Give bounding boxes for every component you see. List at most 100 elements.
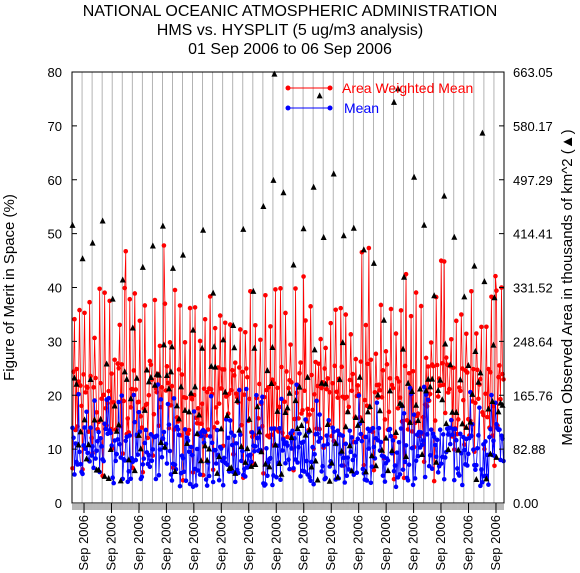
observed-area-point [228, 464, 235, 471]
mean-point [82, 425, 87, 430]
mean-point [286, 457, 291, 462]
area-weighted-mean-point [266, 385, 271, 390]
area-weighted-mean-point [458, 388, 463, 394]
mean-point [445, 432, 451, 437]
mean-point [411, 412, 417, 417]
area-weighted-mean-point [79, 403, 84, 409]
mean-point [388, 433, 394, 439]
mean-point [479, 467, 484, 472]
observed-area-point [477, 369, 484, 376]
mean-point [332, 469, 338, 475]
area-weighted-mean-point [425, 364, 431, 369]
mean-point [193, 483, 199, 488]
mean-point [142, 440, 148, 446]
mean-point [191, 409, 197, 414]
area-weighted-mean-point [98, 380, 103, 386]
mean-point [232, 479, 238, 485]
area-weighted-mean-point [189, 396, 195, 402]
mean-point [231, 433, 237, 439]
mean-point [460, 482, 465, 488]
area-weighted-mean-point [185, 431, 191, 437]
observed-area-point [455, 446, 462, 453]
mean-point [397, 472, 403, 477]
area-weighted-mean-point [273, 287, 278, 292]
area-weighted-mean-point [204, 389, 210, 395]
mean-point [356, 393, 362, 398]
observed-area-point [91, 416, 98, 423]
observed-area-point [400, 345, 407, 352]
observed-area-point [199, 344, 206, 351]
y-axis-right: 0.00 82.88 165.76 248.64 331.52 414.41 497.29 5… [499, 65, 576, 511]
observed-area-point [83, 455, 90, 462]
observed-area-point [113, 427, 120, 434]
mean-point [312, 452, 317, 457]
mean-point [304, 458, 309, 464]
mean-point [255, 435, 260, 441]
mean-point [409, 445, 415, 451]
area-weighted-mean-point [441, 259, 447, 264]
observed-area-point [210, 289, 217, 296]
mean-point [168, 472, 174, 477]
area-weighted-mean-point [119, 362, 125, 367]
area-weighted-mean-point [430, 363, 436, 369]
mean-point [94, 448, 99, 454]
area-weighted-mean-point [349, 388, 355, 394]
area-weighted-mean-point [427, 391, 433, 397]
mean-point [367, 428, 373, 434]
observed-area-point [178, 383, 185, 390]
area-weighted-mean-point [443, 355, 449, 360]
area-weighted-mean-point [285, 434, 290, 440]
mean-point [429, 466, 435, 472]
observed-area-point [117, 477, 124, 484]
area-weighted-mean-point [236, 365, 242, 370]
area-weighted-mean-point [195, 406, 201, 411]
observed-area-point [107, 446, 114, 453]
y2-tick-label: 497.29 [513, 173, 553, 188]
mean-point [412, 476, 418, 481]
mean-point [360, 466, 366, 472]
mean-point [394, 450, 400, 455]
observed-area-point [89, 239, 96, 246]
mean-point [318, 435, 323, 441]
mean-point [224, 462, 230, 467]
mean-point [202, 429, 208, 435]
observed-area-point [125, 456, 132, 463]
observed-area-point [141, 406, 148, 413]
area-weighted-mean-point [424, 404, 430, 409]
area-weighted-mean-point [129, 386, 135, 392]
observed-area-point [374, 391, 381, 398]
area-weighted-mean-point [157, 343, 163, 349]
area-weighted-mean-point [154, 389, 160, 395]
observed-area-point [360, 246, 367, 253]
mean-point [348, 449, 354, 455]
y-tick-label: 80 [48, 65, 62, 80]
mean-point [111, 480, 116, 486]
mean-point [272, 426, 277, 431]
observed-area-point [311, 346, 318, 353]
mean-point [290, 428, 295, 434]
area-weighted-mean-point [305, 406, 310, 412]
area-weighted-mean-point [258, 337, 263, 343]
area-weighted-mean-point [493, 273, 498, 279]
mean-point [353, 440, 359, 445]
observed-area-point [151, 381, 158, 388]
area-weighted-mean-point [288, 342, 293, 347]
area-weighted-mean-point [93, 375, 98, 381]
y2-axis-title: Mean Observed Area in thousands of km^2 … [559, 129, 576, 445]
observed-area-point [405, 379, 412, 386]
mean-point [391, 468, 397, 474]
mean-point [189, 452, 195, 458]
x-tick-label: Sep 2006 [406, 515, 421, 571]
mean-point [90, 444, 95, 449]
mean-point [274, 475, 279, 480]
area-weighted-mean-point [227, 322, 233, 327]
area-weighted-mean-point [152, 297, 158, 303]
area-weighted-mean-point [87, 299, 92, 305]
area-weighted-mean-point [147, 358, 153, 364]
area-weighted-mean-point [244, 366, 249, 371]
area-weighted-mean-point [187, 305, 193, 311]
mean-point [161, 429, 167, 435]
observed-area-point [322, 380, 329, 387]
area-weighted-mean-point [172, 287, 178, 293]
mean-point [446, 425, 452, 431]
